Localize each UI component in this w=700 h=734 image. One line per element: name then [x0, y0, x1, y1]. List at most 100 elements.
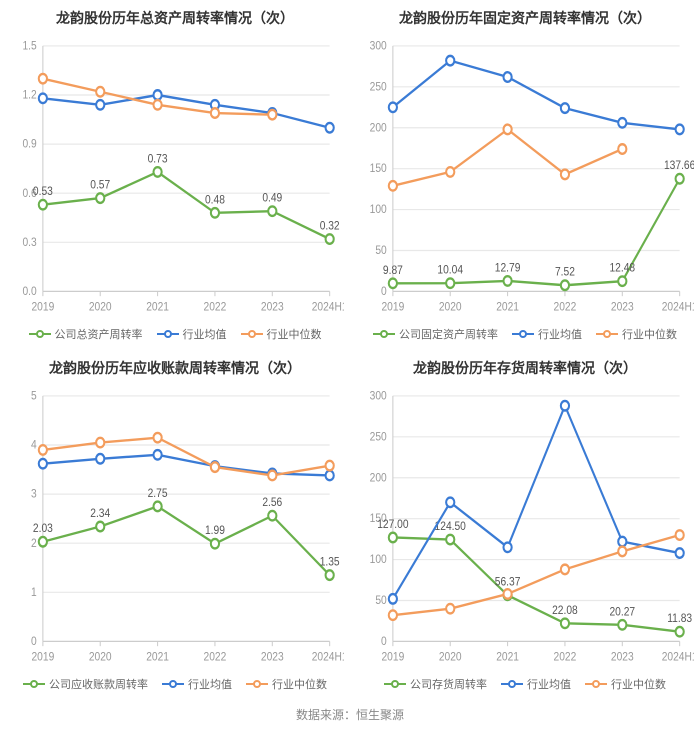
legend-item-company: 公司应收账款周转率	[23, 676, 148, 692]
svg-text:250: 250	[370, 81, 387, 94]
svg-text:2.34: 2.34	[90, 507, 110, 520]
svg-text:2024H1: 2024H1	[312, 301, 344, 314]
svg-text:1.35: 1.35	[320, 556, 340, 569]
svg-text:1.99: 1.99	[205, 525, 225, 538]
svg-text:0: 0	[31, 635, 37, 648]
legend-item-industry_median: 行业中位数	[246, 676, 327, 692]
svg-text:1.2: 1.2	[22, 89, 36, 102]
legend-label: 行业中位数	[622, 326, 677, 342]
svg-text:2019: 2019	[31, 651, 54, 664]
svg-text:20.27: 20.27	[609, 606, 635, 619]
chart-title-1: 龙韵股份历年固定资产周转率情况（次）	[356, 8, 694, 28]
svg-text:1: 1	[31, 586, 37, 599]
svg-text:0.57: 0.57	[90, 179, 110, 192]
svg-text:0.32: 0.32	[320, 220, 340, 233]
legend-label: 行业均值	[527, 676, 571, 692]
chart-svg-1: 0501001502002503002019202020212022202320…	[356, 34, 694, 320]
legend-label: 行业中位数	[611, 676, 666, 692]
svg-text:2022: 2022	[554, 301, 577, 314]
chart-title-3: 龙韵股份历年存货周转率情况（次）	[356, 358, 694, 378]
svg-text:2023: 2023	[611, 651, 634, 664]
svg-text:2024H1: 2024H1	[662, 301, 694, 314]
svg-text:2.03: 2.03	[33, 523, 53, 536]
svg-text:2024H1: 2024H1	[312, 651, 344, 664]
svg-text:50: 50	[375, 594, 386, 607]
svg-text:2020: 2020	[89, 651, 112, 664]
svg-text:0.9: 0.9	[22, 138, 36, 151]
svg-text:3: 3	[31, 488, 37, 501]
legend-item-company: 公司总资产周转率	[29, 326, 143, 342]
svg-text:2021: 2021	[146, 651, 169, 664]
chart-svg-0: 0.00.30.60.91.21.52019202020212022202320…	[6, 34, 344, 320]
panel-1: 龙韵股份历年固定资产周转率情况（次） 050100150200250300201…	[350, 0, 700, 350]
svg-text:2023: 2023	[261, 301, 284, 314]
panel-2: 龙韵股份历年应收账款周转率情况（次） 012345201920202021202…	[0, 350, 350, 700]
legend-item-company: 公司固定资产周转率	[373, 326, 498, 342]
legend-item-industry_avg: 行业均值	[162, 676, 232, 692]
svg-text:12.79: 12.79	[495, 262, 521, 275]
svg-text:2.56: 2.56	[262, 497, 282, 510]
legend-label: 公司应收账款周转率	[49, 676, 148, 692]
svg-text:2020: 2020	[439, 301, 462, 314]
svg-text:2020: 2020	[439, 651, 462, 664]
legend-item-industry_median: 行业中位数	[585, 676, 666, 692]
svg-text:200: 200	[370, 472, 387, 485]
svg-text:200: 200	[370, 122, 387, 135]
chart-svg-3: 0501001502002503002019202020212022202320…	[356, 384, 694, 670]
svg-text:0.53: 0.53	[33, 185, 53, 198]
legend-item-industry_avg: 行业均值	[512, 326, 582, 342]
svg-text:250: 250	[370, 431, 387, 444]
svg-text:2021: 2021	[146, 301, 169, 314]
legend-label: 公司存货周转率	[410, 676, 487, 692]
svg-text:2021: 2021	[496, 301, 519, 314]
svg-text:2021: 2021	[496, 651, 519, 664]
svg-text:2023: 2023	[611, 301, 634, 314]
svg-text:300: 300	[370, 40, 387, 53]
chart-grid: 龙韵股份历年总资产周转率情况（次） 0.00.30.60.91.21.52019…	[0, 0, 700, 700]
svg-text:2019: 2019	[381, 301, 404, 314]
svg-text:100: 100	[370, 203, 387, 216]
svg-text:2020: 2020	[89, 301, 112, 314]
legend-label: 公司总资产周转率	[55, 326, 143, 342]
svg-text:0.48: 0.48	[205, 194, 225, 207]
svg-text:12.48: 12.48	[609, 262, 635, 275]
svg-text:2024H1: 2024H1	[662, 651, 694, 664]
svg-text:9.87: 9.87	[383, 264, 403, 277]
svg-text:0: 0	[381, 635, 387, 648]
svg-text:50: 50	[375, 244, 386, 257]
svg-text:0.3: 0.3	[22, 236, 36, 249]
panel-3: 龙韵股份历年存货周转率情况（次） 05010015020025030020192…	[350, 350, 700, 700]
svg-text:2: 2	[31, 537, 37, 550]
svg-text:5: 5	[31, 390, 37, 403]
legend-label: 行业均值	[183, 326, 227, 342]
svg-text:2.75: 2.75	[148, 487, 168, 500]
legend-item-industry_avg: 行业均值	[157, 326, 227, 342]
legend-label: 公司固定资产周转率	[399, 326, 498, 342]
legend-item-industry_median: 行业中位数	[241, 326, 322, 342]
svg-text:2022: 2022	[554, 651, 577, 664]
svg-text:22.08: 22.08	[552, 604, 578, 617]
svg-text:100: 100	[370, 553, 387, 566]
panel-0: 龙韵股份历年总资产周转率情况（次） 0.00.30.60.91.21.52019…	[0, 0, 350, 350]
svg-text:137.66: 137.66	[664, 160, 694, 173]
svg-text:300: 300	[370, 390, 387, 403]
svg-text:2019: 2019	[31, 301, 54, 314]
svg-text:4: 4	[31, 439, 37, 452]
legend-3: 公司存货周转率 行业均值 行业中位数	[356, 670, 694, 696]
svg-text:150: 150	[370, 163, 387, 176]
legend-item-industry_median: 行业中位数	[596, 326, 677, 342]
legend-0: 公司总资产周转率 行业均值 行业中位数	[6, 320, 344, 346]
legend-2: 公司应收账款周转率 行业均值行业中位数	[6, 670, 344, 696]
chart-svg-2: 0 1 2 3 4 5 2019 2020 2021 2022 2023 2024H1 2.03 2.34…	[6, 384, 344, 670]
legend-label: 行业均值	[538, 326, 582, 342]
legend-label: 行业中位数	[267, 326, 322, 342]
legend-item-industry_avg: 行业均值	[501, 676, 571, 692]
svg-text:2019: 2019	[381, 651, 404, 664]
legend-item-company: 公司存货周转率	[384, 676, 487, 692]
legend-label: 行业均值	[188, 676, 232, 692]
svg-text:2022: 2022	[204, 651, 227, 664]
legend-1: 公司固定资产周转率 行业均值 行业中位数	[356, 320, 694, 346]
svg-text:2023: 2023	[261, 651, 284, 664]
data-source-label: 数据来源：恒生聚源	[0, 700, 700, 723]
svg-text:2022: 2022	[204, 301, 227, 314]
